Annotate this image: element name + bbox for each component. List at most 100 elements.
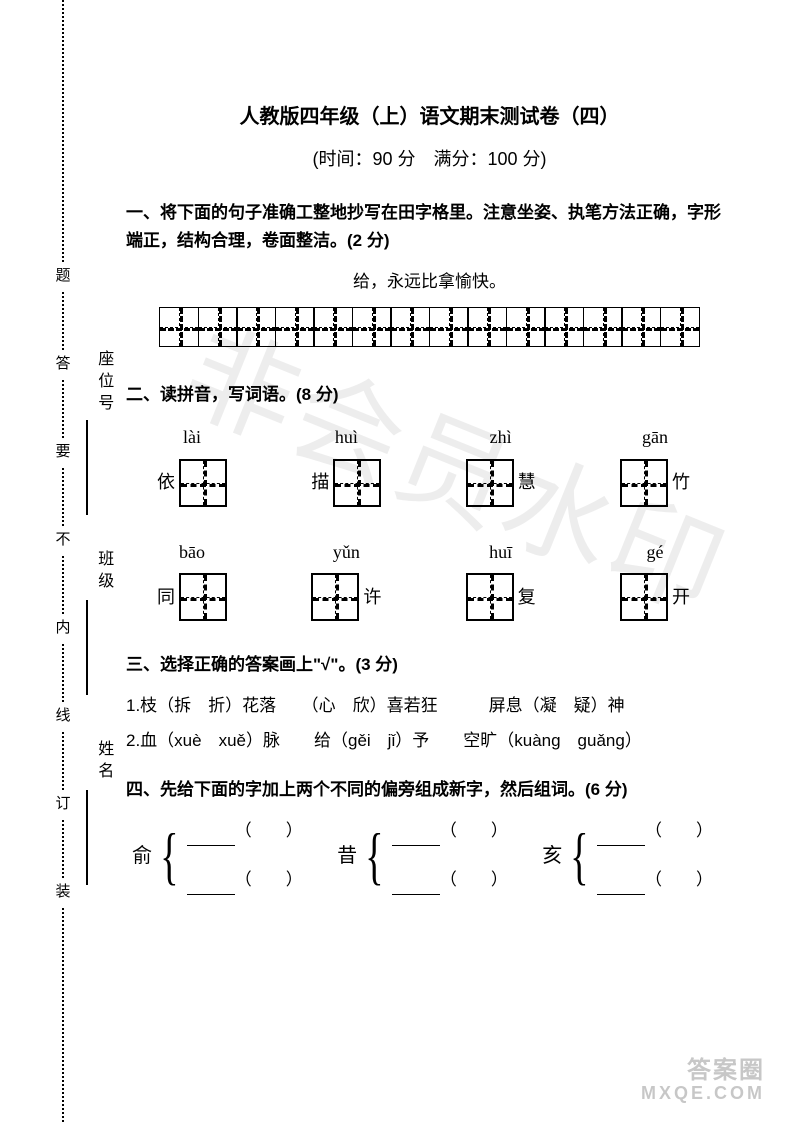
binding-mark: 答 (54, 350, 72, 378)
pinyin-rows: lài依 huì描 zhì 慧 gān竹 bāo同 yǔn许 huī 复 gé 开 (126, 422, 733, 621)
section3-line1: 1.枝（拆 折）花落 （心 欣）喜若狂 屏息（凝 疑）神 (126, 692, 733, 721)
brace-symbol: { (570, 826, 588, 886)
page-subtitle: (时间：90 分 满分：100 分) (126, 144, 733, 175)
tianzi-cell[interactable] (313, 307, 353, 347)
pinyin-group: yǔn许 (286, 537, 406, 622)
paren-slot[interactable]: （ ） (235, 870, 303, 889)
tianzi-cell[interactable] (544, 307, 584, 347)
pinyin-row: lài依 huì描 zhì 慧 gān竹 (126, 422, 733, 507)
tianzi-cell[interactable] (466, 459, 514, 507)
tianzi-grid-row[interactable] (126, 307, 733, 347)
section2-heading: 二、读拼音，写词语。(8 分) (126, 381, 733, 410)
paren-slot[interactable]: （ ） (645, 821, 713, 840)
label-name: 姓名 (90, 740, 117, 784)
blank-underline[interactable] (597, 879, 645, 895)
blank-seat (86, 420, 88, 515)
binding-mark: 内 (54, 614, 72, 642)
radical-answer-line[interactable]: （ ） (597, 817, 713, 846)
tianzi-cell[interactable] (583, 307, 623, 347)
tianzi-cell[interactable] (333, 459, 381, 507)
radical-char: 俞 (132, 839, 152, 873)
section1-heading: 一、将下面的句子准确工整地抄写在田字格里。注意坐姿、执笔方法正确，字形端正，结构… (126, 199, 733, 257)
radical-group: 昔{ （ ） （ ） (337, 817, 508, 895)
radical-answer-line[interactable]: （ ） (187, 866, 303, 895)
given-char: 依 (157, 467, 175, 498)
radical-char: 亥 (542, 839, 562, 873)
tianzi-cell[interactable] (236, 307, 276, 347)
pinyin-group: huì描 (286, 422, 406, 507)
label-class: 班级 (90, 550, 117, 594)
section4-heading: 四、先给下面的字加上两个不同的偏旁组成新字，然后组词。(6 分) (126, 776, 733, 805)
tianzi-cell[interactable] (620, 573, 668, 621)
given-char: 竹 (672, 467, 690, 498)
paren-slot[interactable]: （ ） (235, 821, 303, 840)
tianzi-cell[interactable] (660, 307, 700, 347)
blank-underline[interactable] (187, 830, 235, 846)
given-char: 同 (157, 582, 175, 613)
pinyin-text: huī (489, 537, 512, 568)
label-seat: 座位号 (90, 350, 117, 416)
brace-options: （ ） （ ） (187, 817, 303, 895)
tianzi-cell[interactable] (352, 307, 392, 347)
given-char: 复 (518, 582, 536, 613)
char-box: 描 (311, 459, 381, 507)
binding-mark: 题 (54, 262, 72, 290)
brace-row: 俞{（ ）（ ）昔{（ ）（ ）亥{（ ）（ ） (126, 817, 733, 895)
char-box: 慧 (466, 459, 536, 507)
radical-answer-line[interactable]: （ ） (597, 866, 713, 895)
radical-answer-line[interactable]: （ ） (187, 817, 303, 846)
tianzi-cell[interactable] (429, 307, 469, 347)
tianzi-cell[interactable] (466, 573, 514, 621)
tianzi-cell[interactable] (159, 307, 199, 347)
char-box: 同 (157, 573, 227, 621)
paren-slot[interactable]: （ ） (440, 821, 508, 840)
pinyin-group: bāo同 (132, 537, 252, 622)
tianzi-cell[interactable] (467, 307, 507, 347)
binding-dotted-line (62, 0, 64, 1122)
tianzi-cell[interactable] (198, 307, 238, 347)
blank-underline[interactable] (392, 879, 440, 895)
pinyin-row: bāo同 yǔn许 huī 复 gé 开 (126, 537, 733, 622)
tianzi-cell[interactable] (179, 459, 227, 507)
tianzi-cell[interactable] (311, 573, 359, 621)
given-char: 开 (672, 582, 690, 613)
paren-slot[interactable]: （ ） (440, 870, 508, 889)
radical-char: 昔 (337, 839, 357, 873)
tianzi-cell[interactable] (620, 459, 668, 507)
radical-answer-line[interactable]: （ ） (392, 866, 508, 895)
tianzi-cell[interactable] (390, 307, 430, 347)
blank-underline[interactable] (597, 830, 645, 846)
tianzi-cell[interactable] (506, 307, 546, 347)
pinyin-text: zhì (490, 422, 512, 453)
blank-underline[interactable] (187, 879, 235, 895)
pinyin-group: zhì 慧 (441, 422, 561, 507)
binding-mark: 要 (54, 438, 72, 466)
pinyin-group: gān竹 (595, 422, 715, 507)
binding-column: 座位号 班级 姓名 题 答 要 不 内 线 订 装 (42, 0, 112, 1122)
binding-mark: 装 (54, 878, 72, 906)
tianzi-cell[interactable] (179, 573, 227, 621)
radical-answer-line[interactable]: （ ） (392, 817, 508, 846)
blank-underline[interactable] (392, 830, 440, 846)
tianzi-cell[interactable] (621, 307, 661, 347)
pinyin-text: bāo (179, 537, 205, 568)
given-char: 描 (311, 467, 329, 498)
pinyin-text: yǔn (333, 537, 360, 568)
given-char: 慧 (518, 467, 536, 498)
char-box: 依 (157, 459, 227, 507)
brace-options: （ ） （ ） (392, 817, 508, 895)
brace-symbol: { (365, 826, 383, 886)
binding-mark: 订 (54, 790, 72, 818)
pinyin-text: gé (646, 537, 663, 568)
tianzi-cell[interactable] (275, 307, 315, 347)
char-box: 复 (466, 573, 536, 621)
given-char: 许 (363, 582, 381, 613)
paren-slot[interactable]: （ ） (645, 870, 713, 889)
section3-heading: 三、选择正确的答案画上"√"。(3 分) (126, 651, 733, 680)
pinyin-group: gé 开 (595, 537, 715, 622)
brace-options: （ ） （ ） (597, 817, 713, 895)
radical-group: 亥{ （ ） （ ） (542, 817, 713, 895)
blank-name (86, 790, 88, 885)
pinyin-group: lài依 (132, 422, 252, 507)
section3-line2: 2.血（xuè xuě）脉 给（gěi jǐ）予 空旷（kuàng guǎng） (126, 727, 733, 756)
